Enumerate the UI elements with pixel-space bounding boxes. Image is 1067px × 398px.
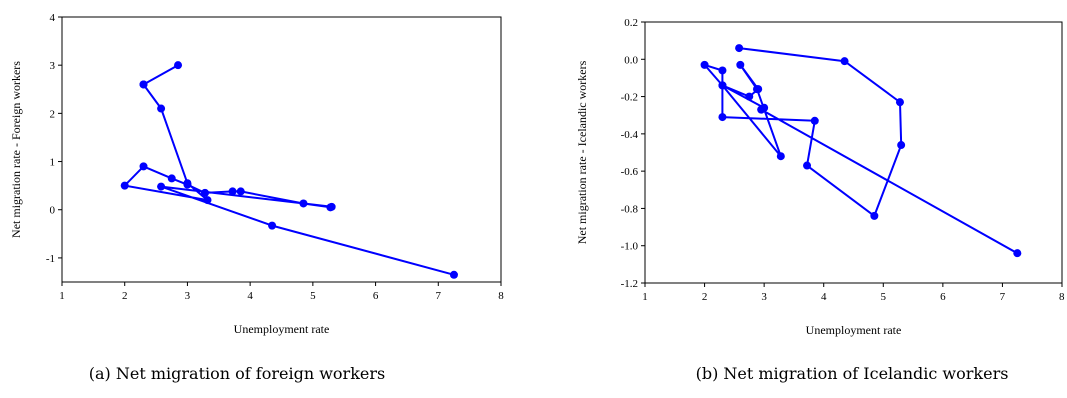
data-point (870, 211, 879, 220)
x-tick-label: 6 (373, 290, 379, 302)
data-point (735, 44, 744, 53)
y-tick-label: -0.8 (621, 203, 639, 215)
data-point (752, 85, 761, 94)
data-point (268, 221, 277, 230)
x-tick-label: 7 (1000, 291, 1006, 303)
y-tick-label: 0.0 (624, 54, 638, 66)
chart-foreign-workers: 1 2 3 4 5 6 7 8 -1 0 1 2 3 4 Unemployment rate Net migr… (9, 12, 504, 383)
x-tick-label: 2 (122, 290, 128, 302)
y-tick-label: -1.0 (621, 241, 639, 253)
x-tick-label: 1 (59, 290, 65, 302)
data-point (228, 187, 237, 196)
x-tick-label: 7 (436, 290, 442, 302)
y-tick-label: -1.2 (621, 278, 638, 290)
data-point (803, 161, 812, 170)
y-tick-label: -0.6 (621, 166, 639, 178)
chart-icelandic-workers: 1 2 3 4 5 6 7 8 -1.2 -1.0 -0.8 -0.6 -0.4 -0.2 0.0 0.2 Un… (575, 17, 1065, 383)
plot-frame (61, 16, 502, 283)
x-axis-label: Unemployment rate (234, 322, 330, 336)
data-point (718, 113, 727, 122)
series-line (703, 47, 1018, 255)
data-point (167, 174, 176, 183)
y-tick-label: 2 (50, 108, 56, 120)
y-axis-label: Net migration rate - Foreign workers (9, 61, 23, 238)
x-tick-label: 4 (821, 291, 827, 303)
data-point (203, 196, 212, 205)
data-point (183, 180, 192, 189)
y-tick-label: 0.2 (624, 17, 638, 29)
data-point (1013, 249, 1022, 258)
data-point (139, 80, 148, 89)
data-point (157, 104, 166, 113)
x-tick-label: 3 (185, 290, 191, 302)
data-point (776, 152, 785, 161)
data-point (700, 60, 709, 69)
data-point (895, 98, 904, 107)
data-point (174, 61, 183, 70)
data-point (200, 188, 209, 197)
data-point (139, 162, 148, 171)
data-point (120, 181, 129, 190)
data-point (897, 141, 906, 150)
data-point (299, 199, 308, 208)
x-tick-label: 5 (881, 291, 887, 303)
x-tick-label: 8 (1059, 291, 1065, 303)
x-axis-label: Unemployment rate (806, 323, 902, 337)
data-point (810, 116, 819, 125)
y-tick-label: 1 (50, 157, 56, 169)
data-point (327, 202, 336, 211)
y-tick-label: 3 (50, 60, 56, 72)
y-tick-label: -1 (46, 253, 55, 265)
data-point (736, 60, 745, 69)
y-axis-label: Net migration rate - Icelandic workers (575, 60, 589, 244)
data-point (840, 57, 849, 66)
data-point (757, 105, 766, 114)
data-point (745, 92, 754, 101)
y-tick-label: 0 (50, 205, 56, 217)
y-tick-label: -0.4 (621, 129, 639, 141)
series-line (123, 64, 455, 276)
y-tick-label: -0.2 (621, 92, 638, 104)
x-tick-label: 2 (702, 291, 708, 303)
figure-caption: (a) Net migration of foreign workers (89, 364, 385, 383)
x-tick-label: 3 (761, 291, 767, 303)
x-tick-label: 6 (940, 291, 946, 303)
x-tick-label: 4 (247, 290, 253, 302)
data-point (236, 187, 245, 196)
x-tick-label: 5 (310, 290, 316, 302)
x-tick-label: 1 (642, 291, 648, 303)
data-point (449, 270, 458, 279)
figure-caption: (b) Net migration of Icelandic workers (696, 364, 1009, 383)
data-point (718, 81, 727, 90)
data-point (157, 182, 166, 191)
data-point (718, 66, 727, 75)
x-tick-label: 8 (498, 290, 504, 302)
y-tick-label: 4 (50, 12, 56, 24)
plot-frame (644, 21, 1063, 284)
